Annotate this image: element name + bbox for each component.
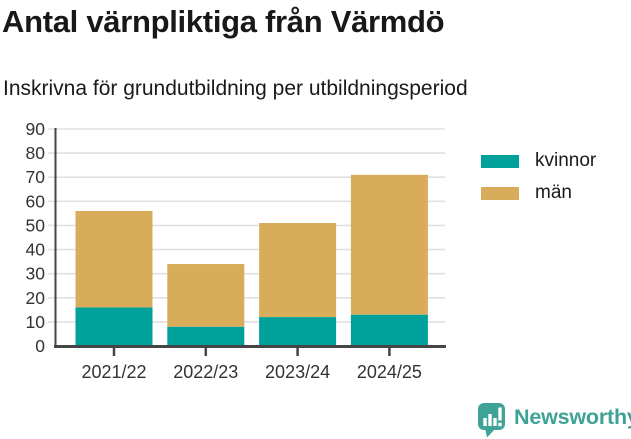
legend-label-kvinnor: kvinnor — [535, 150, 597, 171]
y-axis-tick-label: 90 — [26, 119, 46, 139]
chart-subtitle: Inskrivna för grundutbildning per utbild… — [3, 77, 468, 100]
bar-segment-män-2023/24 — [259, 223, 337, 318]
bar-segment-kvinnor-2022/23 — [167, 326, 245, 346]
y-axis-tick-label: 80 — [26, 143, 46, 163]
y-axis-tick-label: 50 — [26, 215, 46, 235]
legend-label-man: män — [535, 182, 572, 203]
x-axis-tick-label: 2024/25 — [357, 362, 422, 382]
newsworthy-logo-icon — [478, 403, 505, 438]
bar-segment-kvinnor-2021/22 — [75, 307, 153, 346]
y-axis-tick-label: 30 — [26, 264, 46, 284]
brand-name: Newsworthy — [514, 405, 631, 429]
bar-segment-män-2024/25 — [350, 174, 428, 315]
bar-segment-män-2021/22 — [75, 210, 153, 308]
bar-segment-kvinnor-2023/24 — [259, 317, 337, 346]
legend-swatch-man — [481, 186, 519, 200]
legend-swatch-kvinnor — [481, 154, 519, 168]
legend-item-kvinnor: kvinnor — [481, 150, 596, 172]
y-axis-tick-label: 10 — [26, 312, 46, 332]
footer-brand: Newsworthy — [477, 402, 631, 439]
bar-segment-kvinnor-2024/25 — [350, 314, 428, 346]
y-axis-tick-label: 40 — [26, 240, 46, 260]
y-axis-tick-label: 0 — [35, 336, 45, 356]
y-axis-tick-label: 70 — [26, 167, 46, 187]
legend: kvinnor män — [481, 150, 596, 214]
x-axis-tick-label: 2023/24 — [265, 362, 330, 382]
y-axis-tick-label: 20 — [26, 288, 46, 308]
x-axis-tick-label: 2022/23 — [173, 362, 238, 382]
x-axis-tick-label: 2021/22 — [81, 362, 146, 382]
bar-segment-män-2022/23 — [167, 264, 245, 327]
legend-item-man: män — [481, 182, 596, 204]
chart-title: Antal värnpliktiga från Värmdö — [2, 4, 445, 39]
y-axis-tick-label: 60 — [26, 191, 46, 211]
